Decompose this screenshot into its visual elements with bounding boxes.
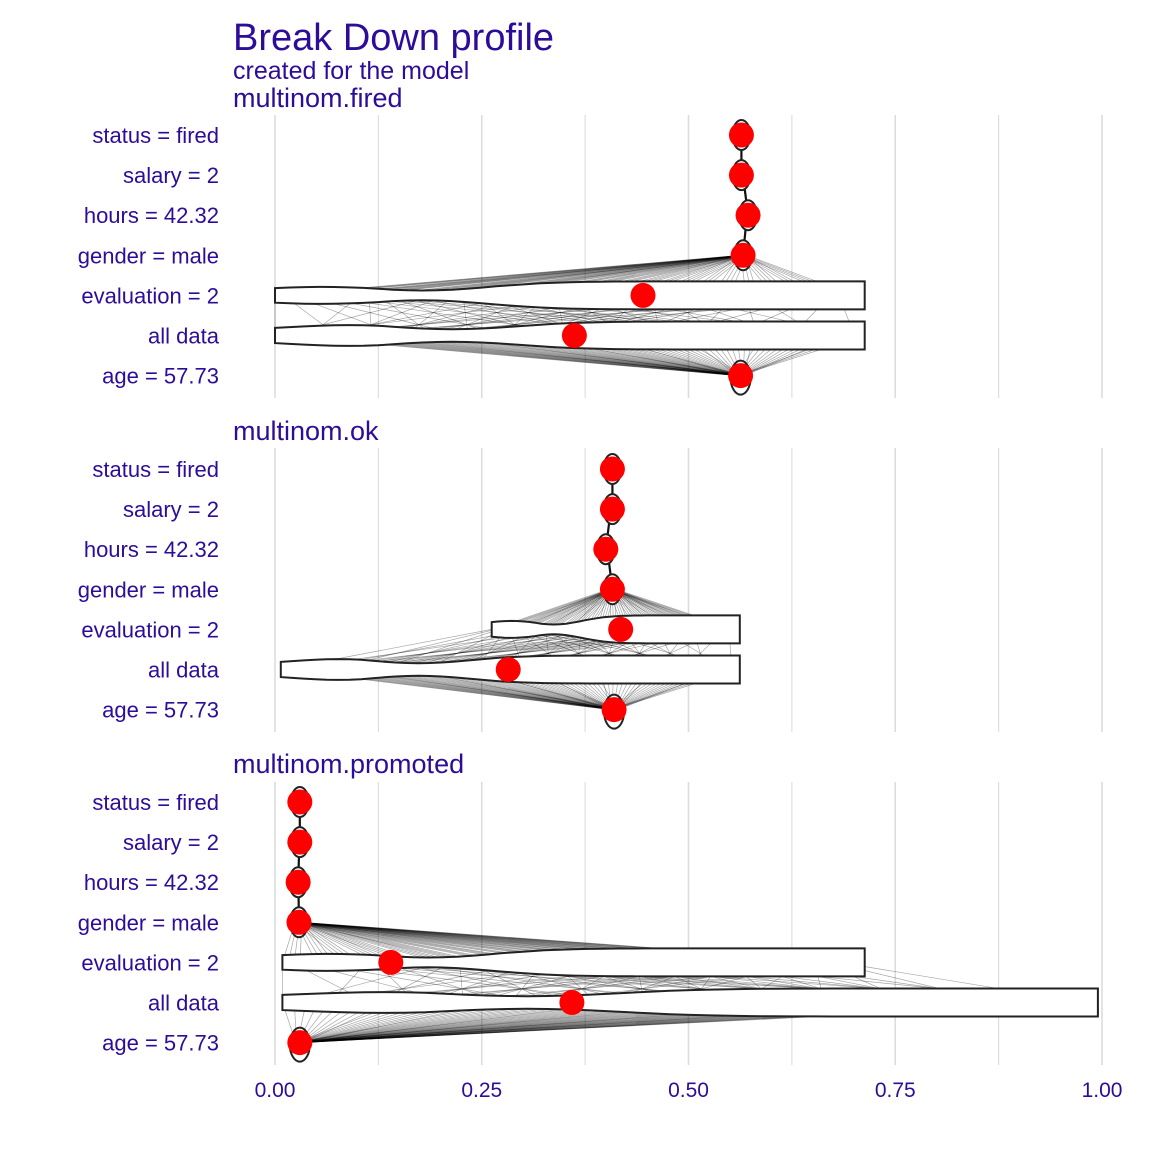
profile-link xyxy=(383,254,745,296)
data-point xyxy=(630,282,656,308)
data-point xyxy=(728,162,754,188)
data-point xyxy=(559,990,585,1015)
profile-link xyxy=(546,589,612,630)
category-label: status = fired xyxy=(92,123,219,148)
x-tick-label: 0.00 xyxy=(255,1079,296,1102)
profile-link xyxy=(301,921,486,963)
profile-link xyxy=(337,254,740,296)
profile-link xyxy=(300,921,452,963)
profile-link xyxy=(371,254,741,296)
data-point xyxy=(608,616,634,642)
profile-link xyxy=(297,921,474,963)
panel-title: multinom.fired xyxy=(233,83,403,113)
profile-link xyxy=(327,254,747,296)
data-point xyxy=(286,909,312,935)
category-label: all data xyxy=(148,658,220,683)
x-tick-label: 0.25 xyxy=(461,1079,502,1102)
profile-link xyxy=(543,589,609,630)
category-label: gender = male xyxy=(78,910,219,935)
data-point xyxy=(593,536,619,562)
violin xyxy=(281,947,866,978)
profile-link xyxy=(299,921,480,963)
data-point xyxy=(599,576,625,602)
x-tick-label: 0.50 xyxy=(668,1079,709,1102)
category-label: all data xyxy=(148,991,220,1016)
category-label: age = 57.73 xyxy=(102,364,219,389)
category-label: age = 57.73 xyxy=(102,1031,219,1056)
data-point xyxy=(728,363,754,389)
profile-link xyxy=(295,921,468,963)
chart-subtitle: created for the model xyxy=(233,57,469,85)
profile-link xyxy=(302,921,458,963)
violin xyxy=(281,987,1099,1018)
category-label: all data xyxy=(148,324,220,349)
category-label: gender = male xyxy=(78,577,219,602)
category-label: evaluation = 2 xyxy=(81,283,219,308)
category-label: evaluation = 2 xyxy=(81,617,219,642)
data-point xyxy=(287,1030,313,1056)
data-point xyxy=(378,949,404,975)
profile-link xyxy=(534,588,613,630)
grid xyxy=(274,115,1103,1065)
profile-link xyxy=(296,921,440,963)
profile-link xyxy=(349,254,744,296)
profile-link xyxy=(298,921,446,963)
category-label: hours = 42.32 xyxy=(84,537,219,562)
violin xyxy=(274,280,866,311)
profile-link xyxy=(537,588,615,630)
data-point xyxy=(287,789,313,815)
category-label: salary = 2 xyxy=(123,497,219,522)
data-point xyxy=(599,456,625,482)
category-label: hours = 42.32 xyxy=(84,203,219,228)
chart-title: Break Down profile xyxy=(233,17,554,59)
x-tick-label: 0.75 xyxy=(875,1079,916,1102)
category-label: hours = 42.32 xyxy=(84,870,219,895)
data-point xyxy=(495,657,521,682)
data-point xyxy=(730,242,756,268)
panel-title: multinom.promoted xyxy=(233,749,464,779)
points xyxy=(285,122,761,1056)
profile-link xyxy=(301,921,424,963)
category-label: salary = 2 xyxy=(123,830,219,855)
category-label: evaluation = 2 xyxy=(81,950,219,975)
category-label: gender = male xyxy=(78,243,219,268)
panel-title: multinom.ok xyxy=(233,416,379,446)
x-tick-label: 1.00 xyxy=(1082,1079,1123,1102)
data-point xyxy=(287,829,313,855)
labels: Break Down profile created for the model… xyxy=(78,17,1123,1102)
profile-link xyxy=(389,254,748,296)
profile-link xyxy=(355,254,746,296)
category-label: salary = 2 xyxy=(123,163,219,188)
category-label: age = 57.73 xyxy=(102,698,219,723)
data-point xyxy=(285,869,311,895)
profile-link xyxy=(532,588,610,630)
data-point xyxy=(728,122,754,148)
data-point xyxy=(735,202,761,228)
profile-link xyxy=(343,254,742,296)
profile-link xyxy=(377,254,743,296)
category-label: status = fired xyxy=(92,457,219,482)
data-point xyxy=(561,323,587,348)
data-point xyxy=(599,496,625,522)
links xyxy=(274,123,1098,1043)
category-label: status = fired xyxy=(92,790,219,815)
data-point xyxy=(601,697,627,723)
